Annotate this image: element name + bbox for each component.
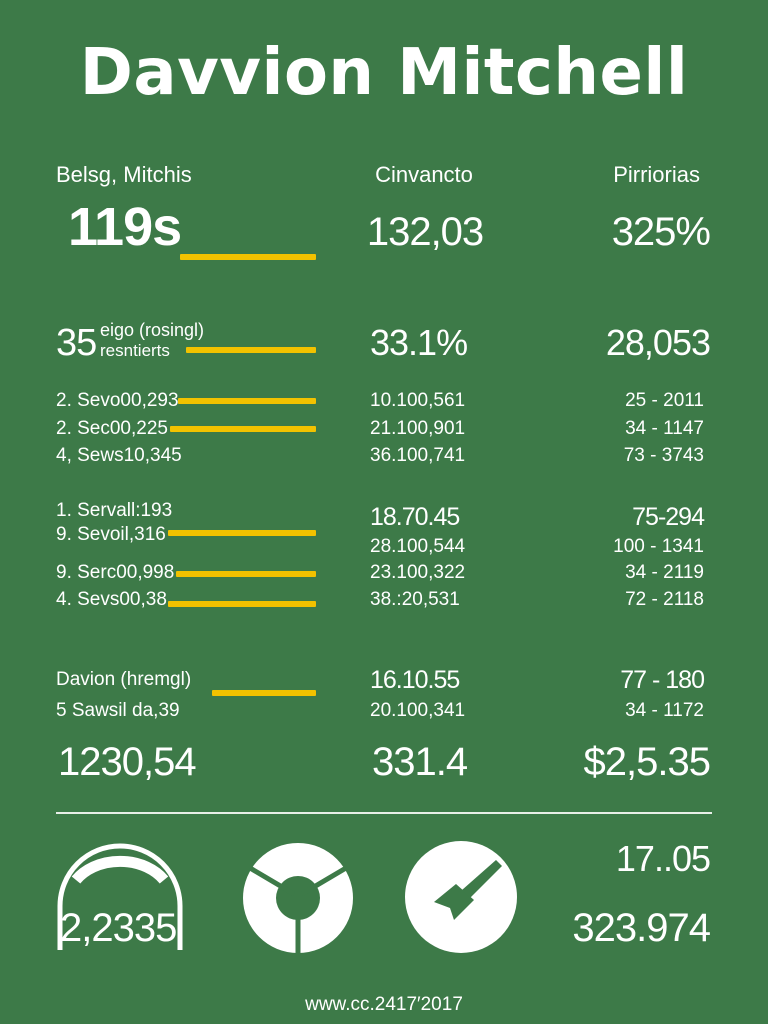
g3-row-2-label: 5 Sawsil da,39 xyxy=(56,700,180,721)
second-label-line1: eigo (rosingl) xyxy=(100,320,205,340)
g2-row-4-bar xyxy=(168,601,316,607)
g2-row-2-bar xyxy=(168,530,316,536)
g2-row-3-bar xyxy=(176,571,316,577)
g2-row-3-label: 9. Serc00,998 xyxy=(56,562,175,583)
g2-row-2-label: 9. Sevoil,316 xyxy=(56,524,166,545)
column-header-1: Belsg, Mitchis xyxy=(56,162,192,187)
g3-row-2-mid: 20.100,341 xyxy=(370,700,466,721)
g1-row-1-bar xyxy=(178,398,316,404)
second-value-2: 33.1% xyxy=(370,322,468,363)
g2-row-1-right: 75-294 xyxy=(632,503,705,531)
g3-row-1-bar xyxy=(212,690,316,696)
g2-row-3-mid: 23.100,322 xyxy=(370,562,466,583)
top-value-3: 325% xyxy=(611,210,711,254)
g1-row-2-label: 2. Sec00,225 xyxy=(56,418,168,439)
top-value-2: 132,03 xyxy=(366,210,484,254)
g3-row-1-label: Davion (hremgl) xyxy=(56,669,192,690)
footer-url: www.cc.2417′2017 xyxy=(305,994,463,1015)
page-title: Davvion Mitchell xyxy=(79,36,689,110)
total-3: $2,5.35 xyxy=(583,740,711,784)
g2-row-1-mid: 18.70.45 xyxy=(370,503,460,531)
divider xyxy=(56,812,712,814)
second-label-line2: resntierts xyxy=(100,341,170,360)
g2-row-4-mid: 38.:20,531 xyxy=(370,589,460,610)
g1-row-1-mid: 10.100,561 xyxy=(370,390,466,411)
g1-row-3-right: 73 - 3743 xyxy=(623,445,704,466)
g2-row-3-right: 34 - 2119 xyxy=(625,562,704,583)
g1-row-2-bar xyxy=(170,426,316,432)
top-value-1: 119s xyxy=(68,197,182,257)
second-prefix: 35 xyxy=(56,322,97,364)
total-2: 331.4 xyxy=(372,740,468,784)
g2-row-1-label: 1. Servall:193 xyxy=(56,500,173,521)
g1-row-1-label: 2. Sevo00,293 xyxy=(56,390,179,411)
pen-nib-icon xyxy=(405,841,517,953)
column-header-3: Pirriorias xyxy=(613,162,700,187)
second-bar xyxy=(186,347,316,353)
total-1: 1230,54 xyxy=(58,740,197,784)
bottom-left-value: 2,2335 xyxy=(60,906,177,950)
column-header-2: Cinvancto xyxy=(375,162,473,187)
g1-row-2-right: 34 - 1147 xyxy=(625,418,704,439)
g3-row-2-right: 34 - 1172 xyxy=(625,700,704,721)
g1-row-3-label: 4, Sews10,345 xyxy=(56,445,182,466)
top-value-1-bar xyxy=(180,254,316,260)
g2-row-2-right: 100 - 1341 xyxy=(613,536,704,557)
second-value-3: 28,053 xyxy=(605,322,711,363)
g2-row-4-label: 4. Sevs00,38 xyxy=(56,589,167,610)
g2-row-2-mid: 28.100,544 xyxy=(370,536,466,557)
arch-icon xyxy=(57,843,183,950)
g3-row-1-right: 77 - 180 xyxy=(620,666,705,694)
g1-row-2-mid: 21.100,901 xyxy=(370,418,466,439)
bottom-right-top-value: 17..05 xyxy=(615,838,711,879)
g2-row-4-right: 72 - 2118 xyxy=(625,589,704,610)
g1-row-3-mid: 36.100,741 xyxy=(370,445,466,466)
g3-row-1-mid: 16.10.55 xyxy=(370,666,460,694)
g1-row-1-right: 25 - 2011 xyxy=(625,390,704,411)
ring-segment-icon xyxy=(243,843,353,954)
bottom-right-bottom-value: 323.974 xyxy=(572,906,711,950)
